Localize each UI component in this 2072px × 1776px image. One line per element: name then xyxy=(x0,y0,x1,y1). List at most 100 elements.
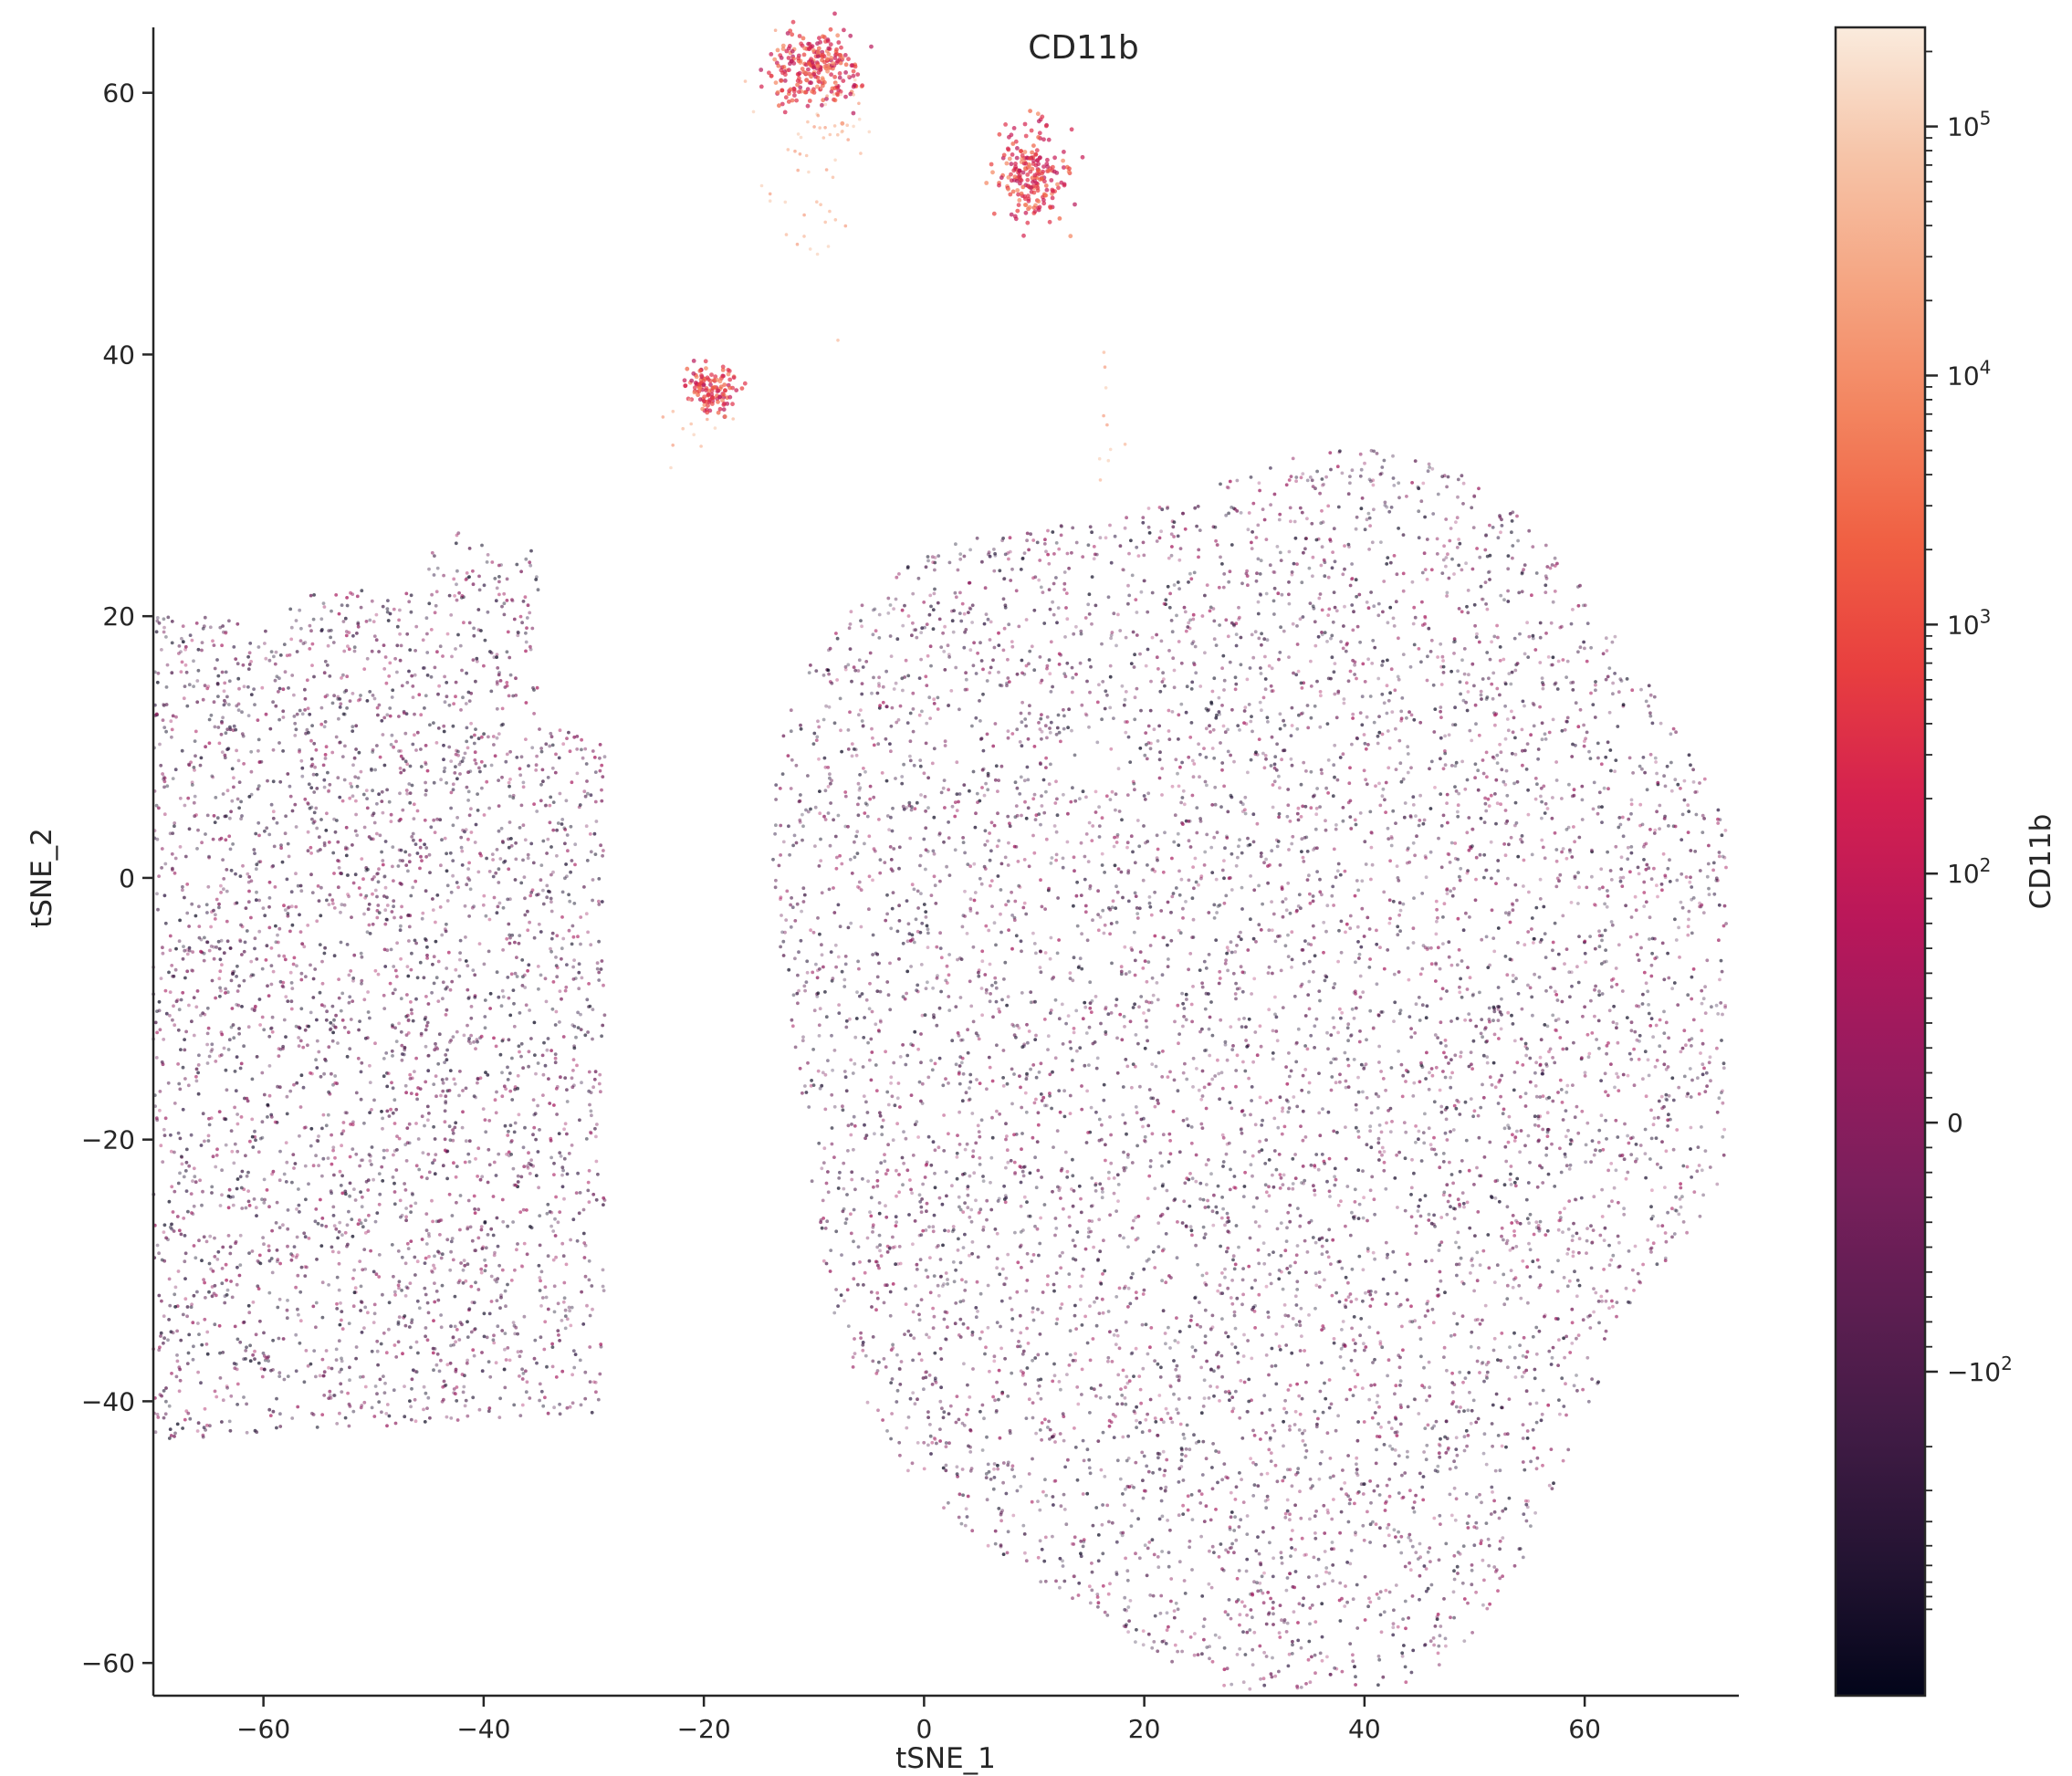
scatter-point xyxy=(182,1175,186,1179)
scatter-point xyxy=(962,1424,967,1427)
scatter-point xyxy=(1175,1316,1178,1320)
scatter-point xyxy=(314,1325,318,1330)
scatter-point xyxy=(546,837,550,841)
scatter-point xyxy=(1669,789,1674,793)
scatter-point xyxy=(345,706,349,710)
scatter-point xyxy=(277,676,281,681)
chart-title: CD11b xyxy=(1028,29,1139,67)
scatter-point xyxy=(200,648,204,653)
scatter-point xyxy=(325,1009,329,1014)
scatter-point xyxy=(946,1278,949,1281)
scatter-point xyxy=(207,1261,212,1266)
scatter-point xyxy=(889,1348,894,1352)
scatter-point xyxy=(215,682,220,686)
scatter-point xyxy=(309,1071,312,1075)
scatter-point xyxy=(1227,1141,1231,1145)
scatter-point xyxy=(235,1002,239,1007)
scatter-point xyxy=(315,1039,319,1043)
scatter-point xyxy=(1303,1428,1307,1433)
scatter-point xyxy=(391,1175,395,1179)
scatter-point xyxy=(1596,1300,1601,1303)
scatter-point xyxy=(218,969,223,974)
scatter-point xyxy=(1249,1163,1253,1167)
scatter-point xyxy=(400,883,403,886)
scatter-point xyxy=(528,563,533,568)
scatter-point xyxy=(216,726,221,729)
scatter-point xyxy=(275,674,279,679)
scatter-point xyxy=(473,1327,477,1331)
scatter-point xyxy=(332,1394,336,1397)
scatter-point xyxy=(476,870,481,874)
scatter-point xyxy=(1166,1519,1169,1522)
scatter-point xyxy=(1356,1217,1361,1220)
scatter-point xyxy=(163,862,168,866)
scatter-point xyxy=(376,1363,380,1367)
scatter-point xyxy=(1466,1526,1470,1530)
scatter-point xyxy=(1515,779,1520,784)
scatter-point xyxy=(399,749,403,753)
scatter-point xyxy=(215,1147,219,1152)
scatter-point xyxy=(1008,821,1011,826)
scatter-point xyxy=(291,962,296,966)
scatter-point xyxy=(518,1210,523,1214)
scatter-point xyxy=(449,1343,453,1348)
scatter-point xyxy=(197,904,201,909)
scatter-point xyxy=(269,946,274,950)
scatter-point xyxy=(296,883,300,888)
scatter-point xyxy=(1576,980,1581,985)
scatter-point xyxy=(1073,869,1076,873)
scatter-point xyxy=(1457,563,1461,568)
scatter-point xyxy=(1036,1391,1040,1395)
scatter-point xyxy=(528,611,532,615)
scatter-point xyxy=(240,953,244,956)
scatter-point xyxy=(455,533,459,538)
scatter-point xyxy=(505,599,509,602)
scatter-point xyxy=(985,1435,989,1439)
scatter-point xyxy=(1499,593,1503,598)
scatter-point xyxy=(338,795,342,799)
scatter-point xyxy=(507,694,511,698)
scatter-point xyxy=(1379,471,1384,475)
scatter-point xyxy=(366,907,371,912)
scatter-point xyxy=(1439,716,1443,719)
scatter-point xyxy=(1262,1571,1266,1575)
scatter-point xyxy=(1058,1556,1062,1561)
scatter-point xyxy=(818,932,821,936)
scatter-point xyxy=(509,1279,514,1282)
scatter-point xyxy=(1232,1310,1237,1314)
scatter-point xyxy=(1345,1026,1350,1030)
scatter-point xyxy=(194,914,198,918)
scatter-point xyxy=(448,1361,453,1365)
scatter-point xyxy=(483,998,487,1002)
scatter-point xyxy=(305,727,309,732)
scatter-point xyxy=(404,789,409,792)
scatter-point xyxy=(370,599,374,603)
scatter-point xyxy=(328,674,332,678)
scatter-point xyxy=(420,1114,424,1119)
scatter-point xyxy=(1470,827,1475,831)
scatter-point xyxy=(1613,1085,1617,1090)
scatter-point xyxy=(434,1074,438,1078)
scatter-point xyxy=(548,820,552,825)
scatter-point xyxy=(821,1071,825,1075)
scatter-point xyxy=(584,912,589,916)
scatter-point xyxy=(203,1317,207,1322)
scatter-point xyxy=(249,693,254,696)
scatter-point xyxy=(1257,636,1261,641)
scatter-point xyxy=(1027,1472,1031,1476)
scatter-point xyxy=(1216,1289,1220,1293)
scatter-point xyxy=(455,1165,459,1168)
scatter-point xyxy=(1117,1286,1122,1290)
scatter-point xyxy=(500,1197,505,1202)
scatter-point xyxy=(440,1252,445,1257)
scatter-point xyxy=(1351,1659,1355,1664)
scatter-point xyxy=(227,1187,232,1192)
scatter-point xyxy=(239,817,243,820)
scatter-point xyxy=(376,713,380,717)
scatter-point xyxy=(559,1154,563,1158)
scatter-point xyxy=(255,1430,259,1435)
scatter-point xyxy=(1045,666,1049,671)
scatter-point xyxy=(225,747,230,751)
scatter-point xyxy=(290,923,295,927)
scatter-point xyxy=(358,1164,361,1168)
